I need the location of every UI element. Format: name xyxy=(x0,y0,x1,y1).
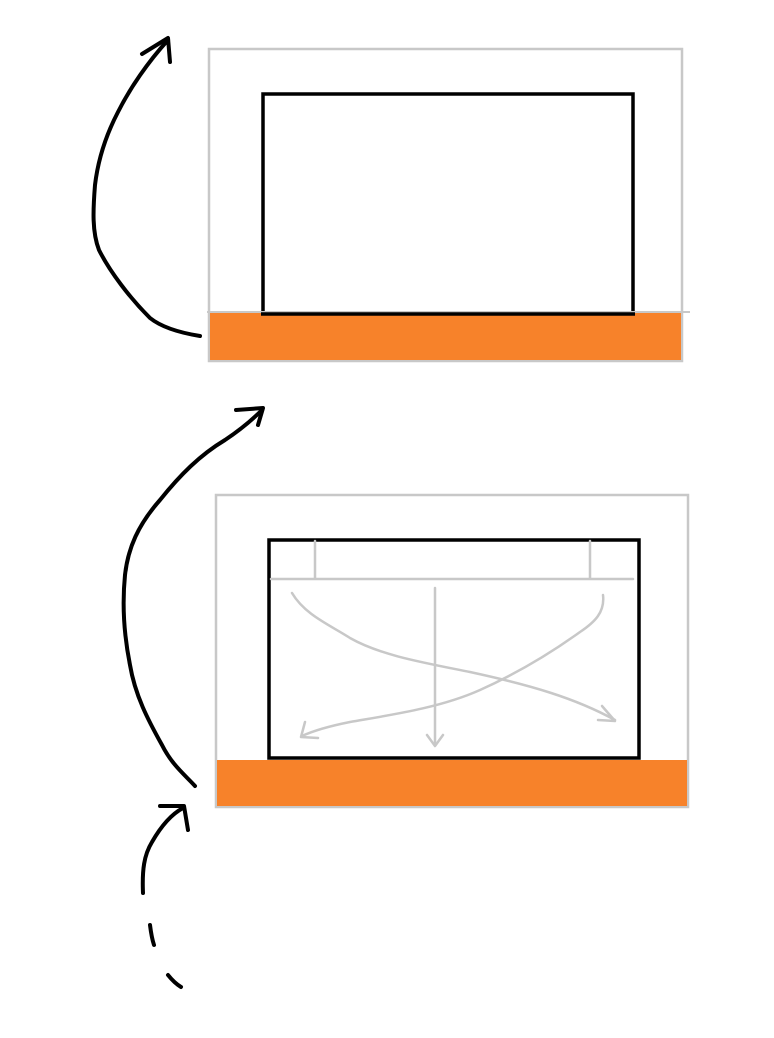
top-arrow-shaft xyxy=(91,38,202,338)
flow-right-to-left-arrowhead xyxy=(299,720,320,740)
top-base-bar xyxy=(210,313,681,360)
dashed-arrow-head xyxy=(158,804,190,832)
bottom-panel xyxy=(214,493,690,809)
bottom-base-bar xyxy=(217,760,687,806)
bottom-curved-arrow xyxy=(121,406,265,788)
top-arrow-head xyxy=(140,36,172,64)
dashed-arrow-segment-3 xyxy=(166,973,183,989)
bottom-arrow-shaft xyxy=(121,408,264,788)
flow-center-down-arrowhead xyxy=(425,733,445,748)
flow-right-to-left-curve xyxy=(300,593,605,738)
dashed-arrow-segment-1 xyxy=(140,806,185,895)
bottom-flow-lines xyxy=(269,539,635,748)
bottom-content-box xyxy=(267,538,641,760)
top-panel xyxy=(207,47,690,363)
flow-left-to-right-arrowhead xyxy=(596,704,617,723)
dashed-arrow-segment-2 xyxy=(148,923,156,947)
top-curved-arrow xyxy=(91,36,202,338)
top-outer-frame xyxy=(207,47,684,363)
top-content-box xyxy=(261,92,635,316)
bottom-arrow-head xyxy=(234,406,265,427)
dashed-curved-arrow xyxy=(140,804,190,989)
flow-left-to-right-curve xyxy=(290,591,617,722)
bottom-outer-frame xyxy=(214,493,690,809)
